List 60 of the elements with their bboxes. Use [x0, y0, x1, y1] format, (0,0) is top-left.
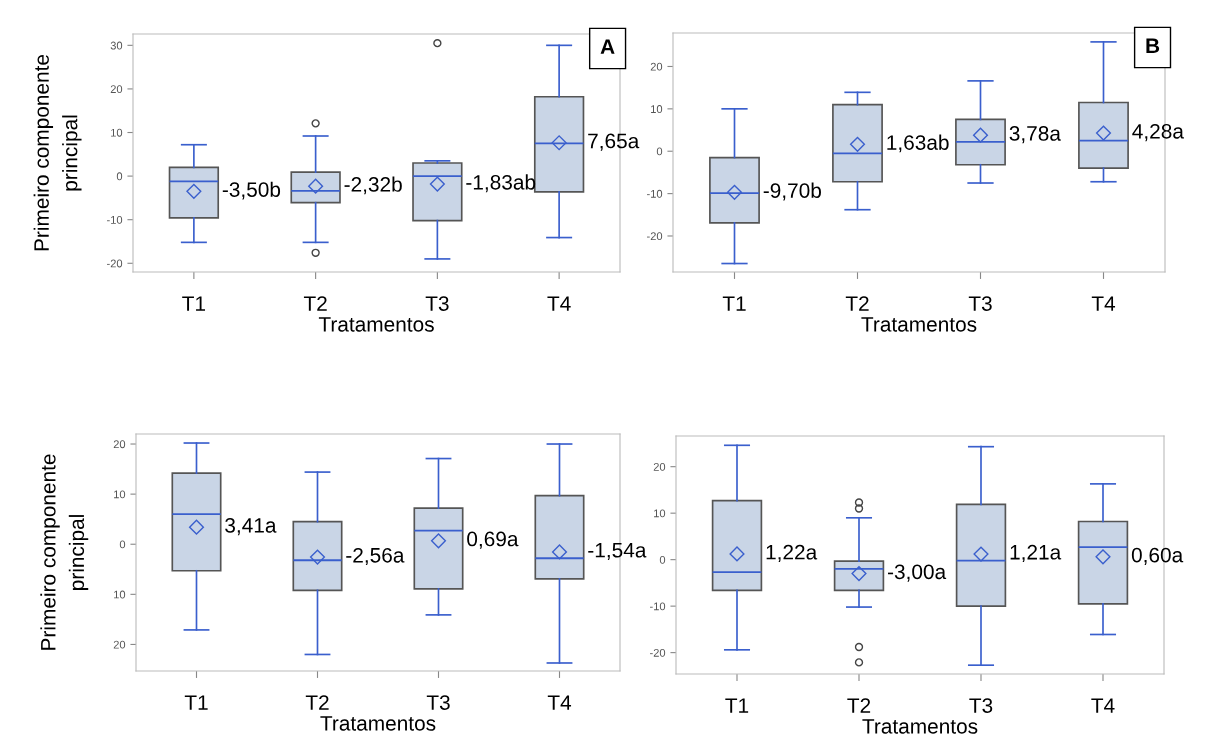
text: -9,70b — [763, 182, 821, 201]
y-tick-label: -20 — [650, 648, 666, 657]
x-tick-label: T3 — [425, 296, 449, 311]
y-tick-label: 10 — [114, 590, 126, 599]
x-tick-label: T1 — [184, 695, 208, 710]
y-tick-label: -10 — [647, 189, 663, 198]
y-tick-label: 0 — [659, 555, 666, 564]
x-axis-title: Tratamentos — [320, 716, 436, 731]
x-tick-label: T1 — [722, 296, 746, 311]
x-tick-label: T3 — [426, 695, 450, 710]
y-tick-label: -10 — [107, 215, 123, 224]
x-tick-label: T4 — [1091, 296, 1116, 311]
y-tick-label: 20 — [113, 440, 126, 449]
text: 7,65a — [588, 133, 640, 151]
y-tick-label: 20 — [653, 462, 666, 471]
y-tick-label: 0 — [116, 172, 123, 181]
x-tick-label: T1 — [182, 296, 206, 311]
y-axis-title: Primeiro componente principal — [40, 454, 89, 650]
text: -1,54a — [588, 543, 647, 560]
y-tick-label: 10 — [651, 105, 663, 113]
x-tick-label: T4 — [547, 695, 572, 710]
text: 1,21a — [1010, 544, 1062, 563]
x-tick-label: T4 — [547, 296, 571, 311]
x-tick-label: T3 — [969, 698, 993, 713]
x-tick-label: T2 — [845, 296, 869, 311]
y-tick-label: 10 — [111, 128, 123, 137]
x-axis-title: Tratamentos — [861, 317, 977, 332]
y-tick-label: -20 — [107, 259, 123, 268]
text: 1,63ab — [887, 134, 949, 153]
x-tick-label: T2 — [303, 296, 327, 311]
y-tick-label: 0 — [656, 147, 663, 156]
y-tick-label: 0 — [119, 540, 126, 549]
y-tick-label: 10 — [114, 490, 126, 499]
y-tick-label: 20 — [110, 85, 123, 94]
x-tick-label: T4 — [1091, 698, 1115, 713]
x-tick-label: T3 — [968, 296, 992, 311]
x-axis-title: Tratamentos — [318, 317, 434, 332]
x-tick-label: T2 — [847, 698, 871, 713]
x-axis-title: Tratamentos — [862, 719, 978, 734]
y-tick-label: 10 — [654, 509, 666, 518]
text: 0,60a — [1131, 547, 1184, 565]
text: 3,78a — [1009, 126, 1061, 144]
text: -3,50b — [222, 181, 281, 200]
annotation: B — [1146, 38, 1160, 53]
y-tick-label: 20 — [113, 640, 126, 649]
annotation: A — [600, 39, 615, 54]
y-tick-label: 30 — [110, 41, 123, 50]
text: -2,56a — [346, 547, 405, 566]
x-tick-label: T1 — [725, 698, 749, 713]
y-tick-label: -10 — [650, 602, 666, 611]
text: 1,22a — [766, 544, 818, 563]
text: -2,32b — [344, 176, 402, 195]
text: 3,41a — [225, 517, 277, 536]
y-tick-label: 20 — [650, 62, 663, 71]
x-tick-label: T2 — [305, 695, 329, 710]
text: -3,00a — [887, 564, 947, 582]
y-tick-label: -20 — [647, 232, 663, 241]
y-axis-title: Primeiro componente principal — [33, 54, 82, 251]
text: 4,28a — [1132, 123, 1184, 142]
text: 0,69a — [467, 531, 519, 549]
